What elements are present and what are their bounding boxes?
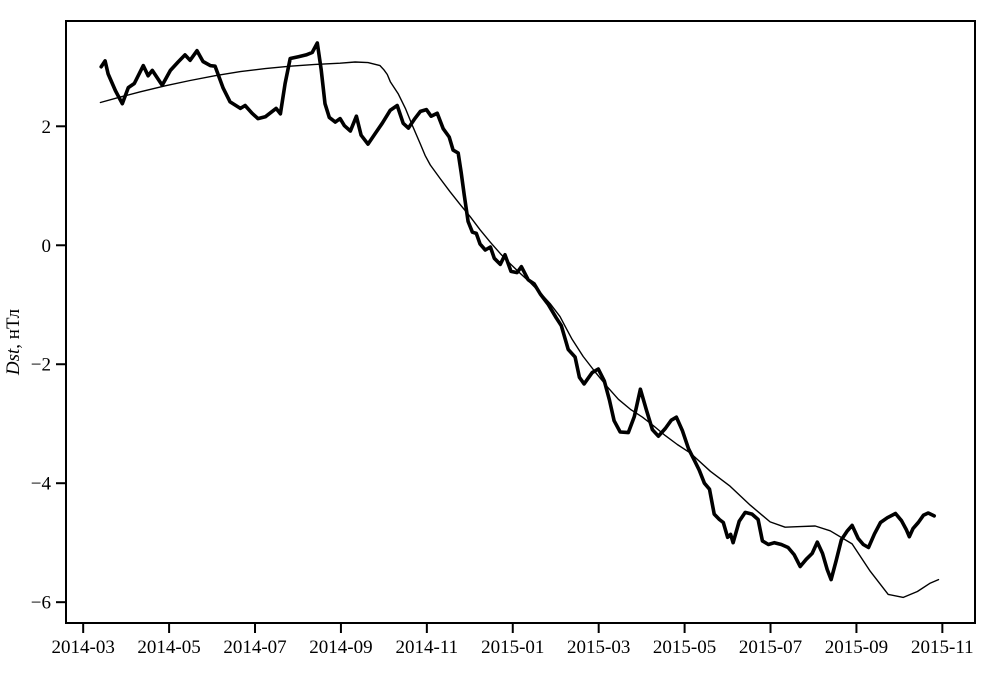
y-axis-label-dst: Dst	[3, 348, 24, 376]
x-tick-label: 2015-07	[739, 637, 802, 658]
y-tick-label: 0	[42, 236, 52, 257]
x-tick-label: 2015-01	[481, 637, 544, 658]
x-tick-label: 2015-05	[653, 637, 716, 658]
x-tick-label: 2015-11	[911, 637, 974, 658]
x-tick-label: 2014-09	[309, 637, 372, 658]
y-tick-label: −4	[31, 474, 52, 495]
y-axis-label: Dst, нТл	[3, 308, 24, 376]
x-tick-label: 2015-03	[567, 637, 630, 658]
y-tick-label: −6	[31, 593, 51, 614]
y-tick-label: 2	[42, 117, 52, 138]
y-axis-label-units: , нТл	[3, 308, 24, 348]
x-tick-label: 2014-11	[396, 637, 459, 658]
x-tick-label: 2015-09	[825, 637, 888, 658]
x-tick-label: 2014-07	[223, 637, 286, 658]
y-tick-label: −2	[31, 355, 51, 376]
x-tick-label: 2014-05	[137, 637, 200, 658]
thick-series-line	[99, 41, 937, 582]
plot-frame	[65, 20, 976, 624]
thin-series-line	[99, 61, 940, 599]
x-tick-label: 2014-03	[52, 637, 115, 658]
